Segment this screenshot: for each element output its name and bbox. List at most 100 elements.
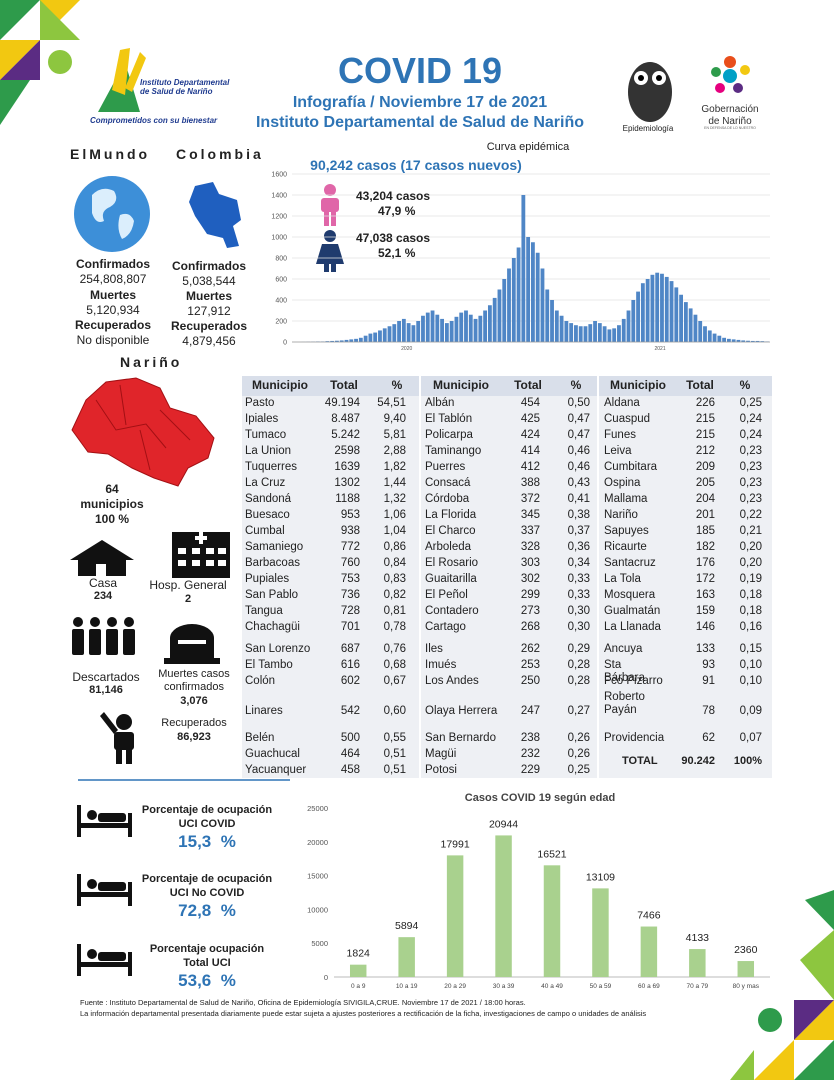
stat-label: Recuperados	[161, 717, 227, 729]
bar	[737, 961, 755, 977]
municipality-total: 328	[520, 541, 540, 553]
municipality-total: 542	[340, 705, 360, 717]
value-label: 4133	[686, 932, 710, 944]
column-header: Municipio	[610, 378, 666, 392]
municipality-pct: 0,19	[739, 573, 762, 585]
hospital-icon	[172, 532, 230, 578]
bar	[669, 281, 674, 342]
bar	[473, 318, 478, 342]
column-header: %	[739, 378, 751, 392]
municipality-pct: 0,24	[739, 413, 762, 425]
male-icon	[321, 184, 339, 226]
municipality-name: Ancuya	[604, 643, 643, 655]
institute-logo	[98, 48, 146, 112]
municipality-total: 953	[340, 509, 360, 521]
table-header-background	[242, 376, 772, 396]
municipality-total: 93	[702, 659, 715, 671]
bar	[760, 341, 765, 342]
municipality-name: Ipiales	[245, 413, 279, 425]
bar	[550, 300, 554, 342]
municipality-name: Santacruz	[604, 557, 656, 569]
narino-map-borders	[95, 384, 191, 471]
bar	[325, 341, 330, 342]
municipality-name: Barbacoas	[245, 557, 300, 569]
y-tick-label: 0	[324, 973, 328, 982]
x-tick-label: 60 a 69	[638, 983, 660, 990]
icu-sublabel: Total UCI	[183, 957, 231, 969]
bar	[468, 314, 473, 342]
epi-logo-text: Epidemiología	[622, 124, 674, 133]
value-label: 5894	[395, 920, 419, 932]
municipality-total: 204	[695, 493, 715, 505]
municipality-total: 163	[695, 589, 715, 601]
y-tick-label: 20000	[307, 838, 328, 847]
municipality-total: 185	[695, 525, 715, 537]
chart-title: Casos COVID 19 según edad	[465, 792, 615, 804]
bar	[621, 318, 626, 342]
bar	[660, 273, 664, 342]
y-tick-label: 25000	[307, 804, 328, 813]
bar	[755, 340, 760, 342]
bar	[440, 318, 445, 342]
stat-value: 5,120,934	[86, 303, 140, 317]
municipality-name: Consacá	[425, 477, 471, 489]
municipality-pct: 0,33	[567, 589, 590, 601]
icu-label: Porcentaje de ocupación	[141, 804, 273, 816]
municipality-name: Buesaco	[245, 509, 290, 521]
municipality-name: Albán	[425, 397, 455, 409]
bar	[492, 297, 497, 342]
municipality-pct: 0,21	[739, 525, 762, 537]
municipality-total: 201	[695, 509, 715, 521]
municipality-total: 159	[695, 605, 715, 617]
municipality-total: 273	[520, 605, 540, 617]
y-tick-label: 1400	[271, 193, 287, 200]
value-label: 1824	[347, 948, 371, 960]
municipality-pct: 0,51	[383, 764, 406, 776]
bar	[401, 318, 406, 342]
municipality-pct: 0,33	[567, 573, 590, 585]
municipality-total: 424	[520, 429, 540, 441]
municipality-name: El Tambo	[245, 659, 293, 671]
y-tick-label: 1600	[271, 172, 287, 179]
municipality-name: Olaya Herrera	[425, 705, 498, 717]
men-cases: 43,204 casos	[356, 189, 431, 203]
column-header: Municipio	[433, 378, 489, 392]
municipality-name: Yacuanquer	[245, 764, 307, 776]
column-header: Total	[330, 378, 358, 392]
y-tick-label: 600	[275, 277, 287, 284]
bed-frame	[77, 892, 132, 897]
municipality-name: Arboleda	[425, 541, 472, 553]
bar	[454, 316, 459, 342]
corner-decoration	[0, 0, 80, 125]
bar	[435, 314, 440, 342]
bar	[689, 949, 706, 977]
narino-map	[71, 377, 215, 487]
municipality-total: 91	[702, 675, 715, 687]
bar	[722, 337, 727, 342]
municipality-name: La Tola	[604, 573, 641, 585]
municipality-pct: 0,36	[567, 541, 590, 553]
bar	[655, 272, 660, 342]
municipality-total: 268	[520, 621, 540, 633]
bed-body	[98, 813, 126, 822]
x-tick-label: 10 a 19	[396, 983, 418, 990]
column-header: Municipio	[252, 378, 308, 392]
municipality-pct: 0,23	[739, 493, 762, 505]
bar	[330, 340, 335, 342]
gobernacion-logo	[711, 56, 750, 93]
value-label: 16521	[537, 848, 566, 860]
municipality-total: 133	[695, 643, 715, 655]
municipality-total: 250	[520, 675, 540, 687]
municipality-pct: 0,67	[383, 675, 406, 687]
men-pct: 47,9 %	[378, 204, 416, 218]
municipality-total: 49.194	[324, 397, 360, 409]
people-icon	[72, 617, 135, 655]
municipality-pct: 0,84	[383, 557, 406, 569]
municipality-name: Guaitarilla	[425, 573, 477, 585]
municipality-pct: 0,76	[383, 643, 406, 655]
municipality-pct: 1,06	[383, 509, 406, 521]
stat-label: Descartados	[72, 670, 140, 684]
bar	[516, 247, 521, 342]
x-tick-label: 50 a 59	[590, 983, 612, 990]
institution: Instituto Departamental de Salud de Nari…	[255, 114, 585, 131]
